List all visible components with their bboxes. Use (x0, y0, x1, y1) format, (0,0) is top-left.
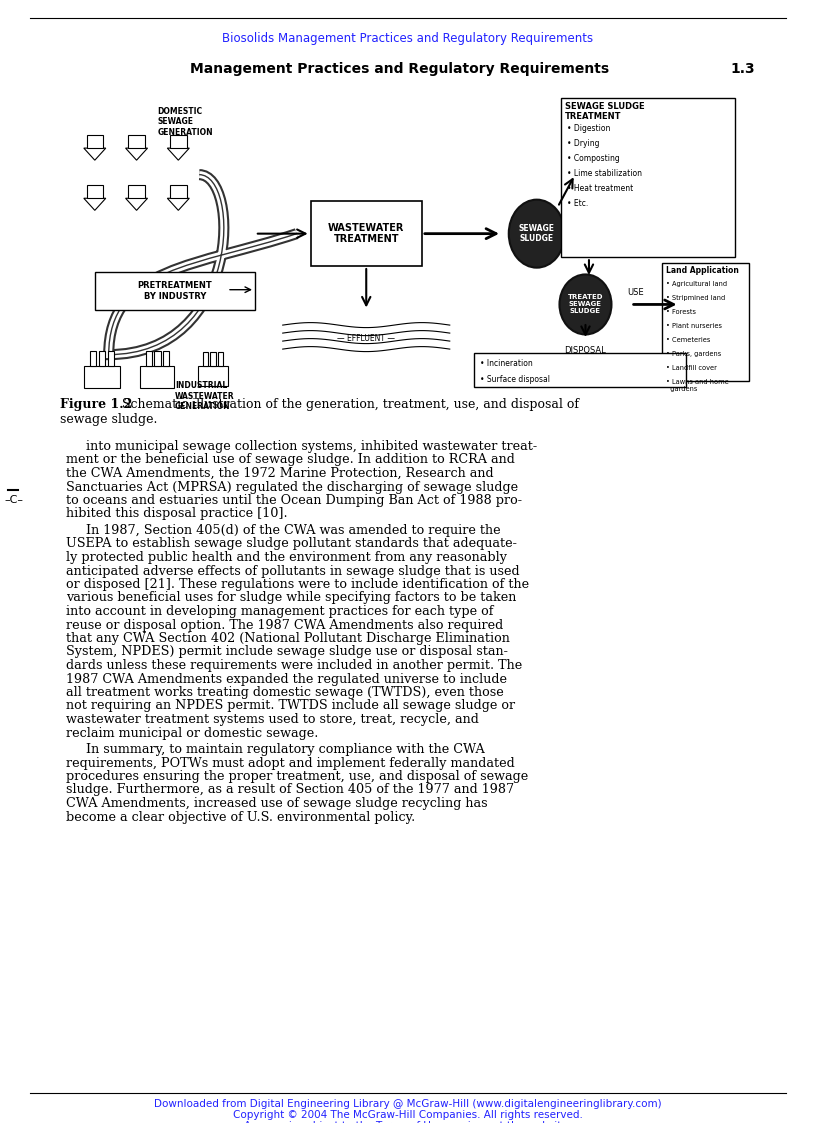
Text: procedures ensuring the proper treatment, use, and disposal of sewage: procedures ensuring the proper treatment… (66, 770, 528, 783)
Text: Any use is subject to the Terms of Use as given at the website.: Any use is subject to the Terms of Use a… (245, 1121, 571, 1123)
Bar (86, 135, 103, 148)
Text: Figure 1.2: Figure 1.2 (60, 398, 132, 411)
Text: into account in developing management practices for each type of: into account in developing management pr… (66, 605, 494, 618)
Ellipse shape (508, 200, 565, 267)
Bar (561, 98, 735, 257)
Text: In summary, to maintain regulatory compliance with the CWA: In summary, to maintain regulatory compl… (66, 743, 485, 756)
Text: System, NPDES) permit include sewage sludge use or disposal stan-: System, NPDES) permit include sewage slu… (66, 646, 508, 658)
Text: the CWA Amendments, the 1972 Marine Protection, Research and: the CWA Amendments, the 1972 Marine Prot… (66, 467, 494, 480)
Bar (154, 351, 161, 366)
Text: • Plant nurseries: • Plant nurseries (666, 323, 722, 329)
Bar (218, 353, 224, 366)
Text: Copyright © 2004 The McGraw-Hill Companies. All rights reserved.: Copyright © 2004 The McGraw-Hill Compani… (233, 1110, 583, 1120)
Bar (474, 353, 686, 387)
Text: ly protected public health and the environment from any reasonably: ly protected public health and the envir… (66, 551, 507, 564)
Text: • Agricultural land: • Agricultural land (666, 281, 727, 287)
Text: • Landfill cover: • Landfill cover (666, 365, 717, 371)
Text: • Composting: • Composting (567, 154, 620, 163)
Text: that any CWA Section 402 (National Pollutant Discharge Elimination: that any CWA Section 402 (National Pollu… (66, 632, 510, 645)
Text: SEWAGE
SLUDGE: SEWAGE SLUDGE (519, 223, 555, 244)
Text: WASTEWATER
TREATMENT: WASTEWATER TREATMENT (328, 222, 405, 245)
Text: reuse or disposal option. The 1987 CWA Amendments also required: reuse or disposal option. The 1987 CWA A… (66, 619, 503, 631)
Text: • Incineration: • Incineration (480, 359, 533, 368)
Bar (86, 185, 103, 199)
Bar (211, 353, 215, 366)
Text: INDUSTRIAL
WASTEWATER
GENERATION: INDUSTRIAL WASTEWATER GENERATION (175, 381, 234, 411)
Bar (203, 353, 208, 366)
Text: Sanctuaries Act (MPRSA) regulated the discharging of sewage sludge: Sanctuaries Act (MPRSA) regulated the di… (66, 481, 518, 493)
Text: • Parks, gardens: • Parks, gardens (666, 351, 721, 357)
Text: wastewater treatment systems used to store, treat, recycle, and: wastewater treatment systems used to sto… (66, 713, 479, 725)
Text: Downloaded from Digital Engineering Library @ McGraw-Hill (www.digitalengineerin: Downloaded from Digital Engineering Libr… (154, 1099, 662, 1110)
Text: or disposed [21]. These regulations were to include identification of the: or disposed [21]. These regulations were… (66, 578, 529, 591)
Text: • Cemeteries: • Cemeteries (666, 337, 711, 344)
Text: • Drying: • Drying (567, 139, 600, 148)
Text: USE: USE (628, 289, 644, 298)
Bar (146, 351, 152, 366)
Text: 1987 CWA Amendments expanded the regulated universe to include: 1987 CWA Amendments expanded the regulat… (66, 673, 507, 685)
Bar (128, 185, 144, 199)
Bar (662, 263, 749, 381)
Text: Biosolids Management Practices and Regulatory Requirements: Biosolids Management Practices and Regul… (223, 31, 593, 45)
Bar (95, 272, 255, 310)
Bar (128, 135, 144, 148)
Text: hibited this disposal practice [10].: hibited this disposal practice [10]. (66, 508, 287, 520)
Ellipse shape (560, 274, 611, 335)
Bar (140, 366, 175, 389)
Bar (170, 135, 187, 148)
Text: — EFFLUENT —: — EFFLUENT — (337, 334, 395, 343)
Text: Schematic illustration of the generation, treatment, use, and disposal of: Schematic illustration of the generation… (114, 398, 579, 411)
Text: Management Practices and Regulatory Requirements: Management Practices and Regulatory Requ… (190, 62, 610, 76)
Text: • Forests: • Forests (666, 309, 696, 316)
Text: • Etc.: • Etc. (567, 199, 588, 208)
Bar (99, 351, 105, 366)
Text: • Stripmined land: • Stripmined land (666, 295, 725, 301)
Text: –C–: –C– (4, 495, 23, 505)
Text: to oceans and estuaries until the Ocean Dumping Ban Act of 1988 pro-: to oceans and estuaries until the Ocean … (66, 494, 522, 506)
Text: In 1987, Section 405(d) of the CWA was amended to require the: In 1987, Section 405(d) of the CWA was a… (66, 524, 501, 537)
Bar (84, 366, 120, 389)
Bar (108, 351, 114, 366)
Text: USEPA to establish sewage sludge pollutant standards that adequate-: USEPA to establish sewage sludge polluta… (66, 538, 517, 550)
Text: • Surface disposal: • Surface disposal (480, 375, 550, 384)
Text: various beneficial uses for sludge while specifying factors to be taken: various beneficial uses for sludge while… (66, 592, 517, 604)
Bar (163, 351, 169, 366)
Text: become a clear objective of U.S. environmental policy.: become a clear objective of U.S. environ… (66, 811, 415, 823)
Text: DISPOSAL: DISPOSAL (565, 346, 606, 355)
Text: into municipal sewage collection systems, inhibited wastewater treat-: into municipal sewage collection systems… (66, 440, 537, 453)
Bar (311, 201, 422, 266)
Text: 1.3: 1.3 (730, 62, 755, 76)
Text: PRETREATMENT
BY INDUSTRY: PRETREATMENT BY INDUSTRY (137, 282, 212, 301)
Text: Land Application: Land Application (666, 266, 739, 275)
Text: ment or the beneficial use of sewage sludge. In addition to RCRA and: ment or the beneficial use of sewage slu… (66, 454, 515, 466)
Text: CWA Amendments, increased use of sewage sludge recycling has: CWA Amendments, increased use of sewage … (66, 797, 488, 810)
Text: not requiring an NPDES permit. TWTDS include all sewage sludge or: not requiring an NPDES permit. TWTDS inc… (66, 700, 515, 712)
Text: sludge. Furthermore, as a result of Section 405 of the 1977 and 1987: sludge. Furthermore, as a result of Sect… (66, 784, 514, 796)
Text: requirements, POTWs must adopt and implement federally mandated: requirements, POTWs must adopt and imple… (66, 757, 515, 769)
Text: dards unless these requirements were included in another permit. The: dards unless these requirements were inc… (66, 659, 522, 672)
Text: sewage sludge.: sewage sludge. (60, 413, 157, 426)
Text: DOMESTIC
SEWAGE
GENERATION: DOMESTIC SEWAGE GENERATION (157, 107, 213, 137)
Text: reclaim municipal or domestic sewage.: reclaim municipal or domestic sewage. (66, 727, 318, 740)
Text: • Digestion: • Digestion (567, 124, 610, 133)
Text: • Lime stabilization: • Lime stabilization (567, 168, 642, 177)
Text: anticipated adverse effects of pollutants in sewage sludge that is used: anticipated adverse effects of pollutant… (66, 565, 520, 577)
Text: • Heat treatment: • Heat treatment (567, 184, 633, 193)
Text: TREATED
SEWAGE
SLUDGE: TREATED SEWAGE SLUDGE (568, 294, 603, 314)
Bar (90, 351, 96, 366)
Bar (198, 366, 228, 386)
Text: SEWAGE SLUDGE
TREATMENT: SEWAGE SLUDGE TREATMENT (565, 102, 645, 121)
Bar (170, 185, 187, 199)
Text: all treatment works treating domestic sewage (TWTDS), even those: all treatment works treating domestic se… (66, 686, 503, 699)
Text: • Lawns and home
  gardens: • Lawns and home gardens (666, 380, 729, 392)
